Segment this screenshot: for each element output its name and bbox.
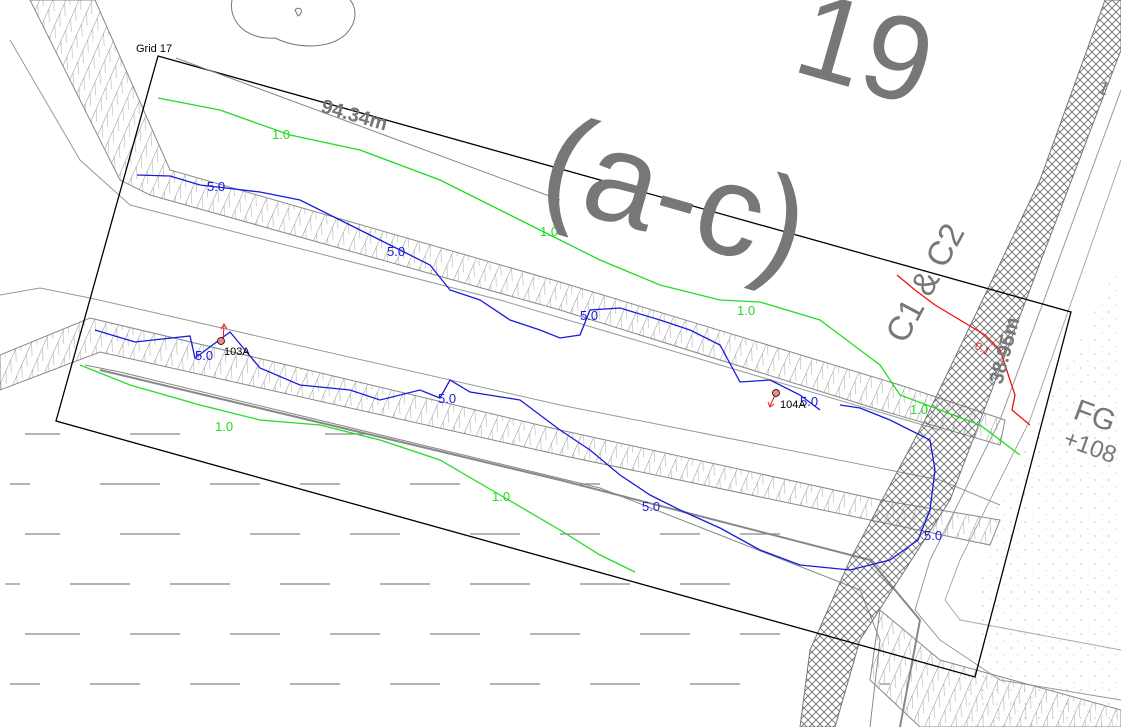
dashed-fill-area [5, 433, 890, 685]
upper-embankment [9, 0, 1006, 446]
contour-label: 1.0 [540, 224, 558, 239]
dimension-long-side: 94.34m [319, 96, 390, 136]
contour-label: 5.0 [195, 348, 213, 363]
watermark-top: 19 [783, 0, 948, 132]
contour-label: 5.0 [642, 499, 660, 514]
survey-point-104a[interactable]: 104A [767, 389, 806, 412]
contour-label: 1.0 [737, 303, 755, 318]
contour-label: 1.0 [492, 489, 510, 504]
watermark-side: C1 & C2 [879, 217, 973, 348]
contour-label: 5.0 [800, 394, 818, 409]
survey-point-103a[interactable]: 103A [217, 323, 251, 358]
contour-label: 5.0 [387, 244, 405, 259]
watermark-main: (a-c) [527, 87, 824, 301]
contour-label: 1.0 [272, 127, 290, 142]
contour-label: 5.0 [924, 528, 942, 543]
contour-1-0 [79, 97, 1021, 573]
contour-label: 5.0 [438, 391, 456, 406]
road-strip [799, 0, 1121, 727]
contour-label: 5.0 [580, 308, 598, 323]
contour-label: 5.0 [207, 179, 225, 194]
contour-5-0 [94, 174, 936, 571]
grid-label: Grid 17 [136, 43, 172, 55]
grid-frame [55, 55, 1072, 678]
contour-label: 1.0 [215, 419, 233, 434]
contour-label: 1.0 [910, 402, 928, 417]
finished-ground-area [960, 260, 1121, 727]
contour-0-1 [896, 274, 1031, 426]
contour-labels: 1.0 1.0 1.0 1.0 1.0 1.0 5.0 5.0 5.0 5.0 … [195, 127, 992, 543]
point-label: 103A [224, 346, 250, 358]
tree-outline [230, 0, 356, 47]
point-label: 104A [780, 399, 806, 411]
